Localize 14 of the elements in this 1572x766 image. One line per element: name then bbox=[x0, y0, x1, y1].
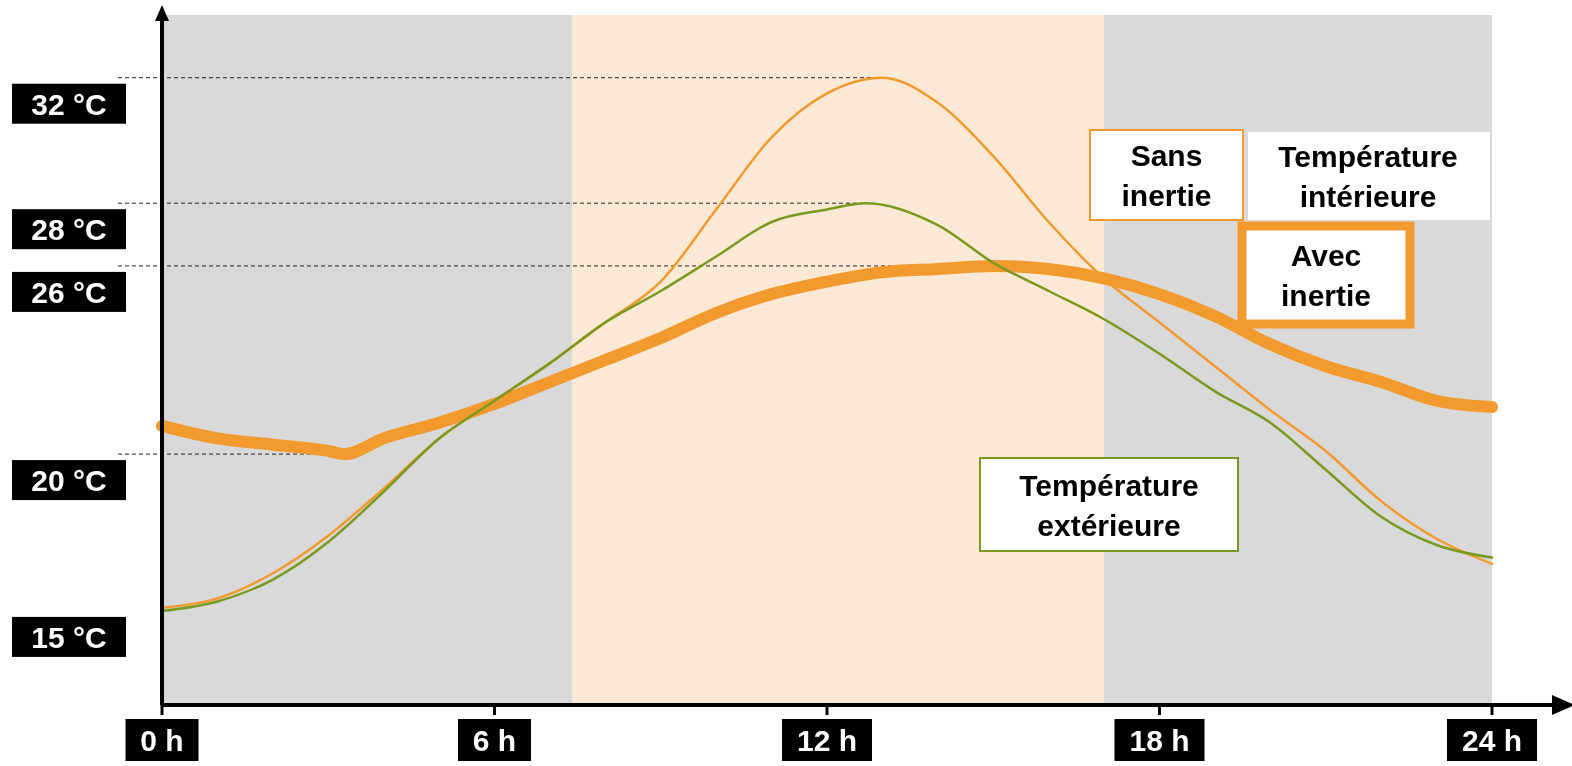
x-tick-label: 24 h bbox=[1461, 724, 1523, 757]
y-tick-label: 26 °C bbox=[31, 275, 107, 309]
y-tick-label: 15 °C bbox=[31, 620, 107, 654]
legend-title: Température intérieure bbox=[1278, 140, 1458, 213]
text: Température extérieure bbox=[1019, 468, 1199, 542]
x-tick-label: 12 h bbox=[796, 724, 858, 757]
x-tick-label: 18 h bbox=[1129, 724, 1190, 757]
y-tick-label: 20 °C bbox=[31, 464, 107, 498]
y-tick-label: 32 °C bbox=[31, 87, 107, 121]
series-label: Sans inertie bbox=[1121, 139, 1212, 212]
x-tick-label: 6 h bbox=[472, 724, 517, 757]
series-label: Avec inertie bbox=[1280, 239, 1372, 312]
y-tick-label: 28 °C bbox=[31, 213, 107, 247]
x-tick-label: 0 h bbox=[140, 724, 184, 757]
